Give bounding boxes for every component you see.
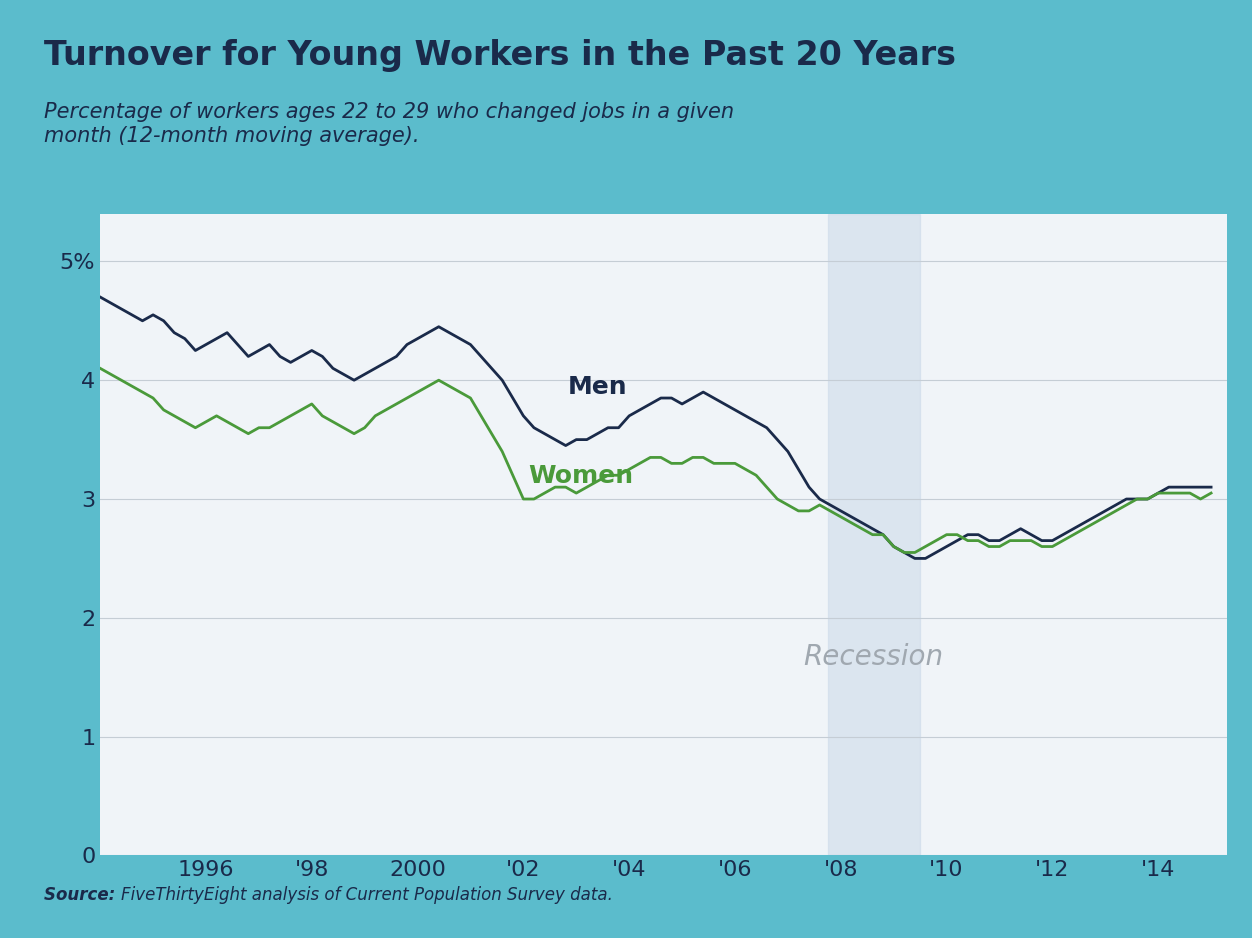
Text: FiveThirtyEight analysis of Current Population Survey data.: FiveThirtyEight analysis of Current Popu… [121,886,613,904]
Text: Source:: Source: [44,886,121,904]
Text: Percentage of workers ages 22 to 29 who changed jobs in a given
month (12-month : Percentage of workers ages 22 to 29 who … [44,102,734,145]
Text: Women: Women [528,464,634,489]
Text: Men: Men [567,374,627,399]
Text: Turnover for Young Workers in the Past 20 Years: Turnover for Young Workers in the Past 2… [44,39,955,72]
Text: Recession: Recession [804,643,944,672]
Bar [828,214,920,855]
